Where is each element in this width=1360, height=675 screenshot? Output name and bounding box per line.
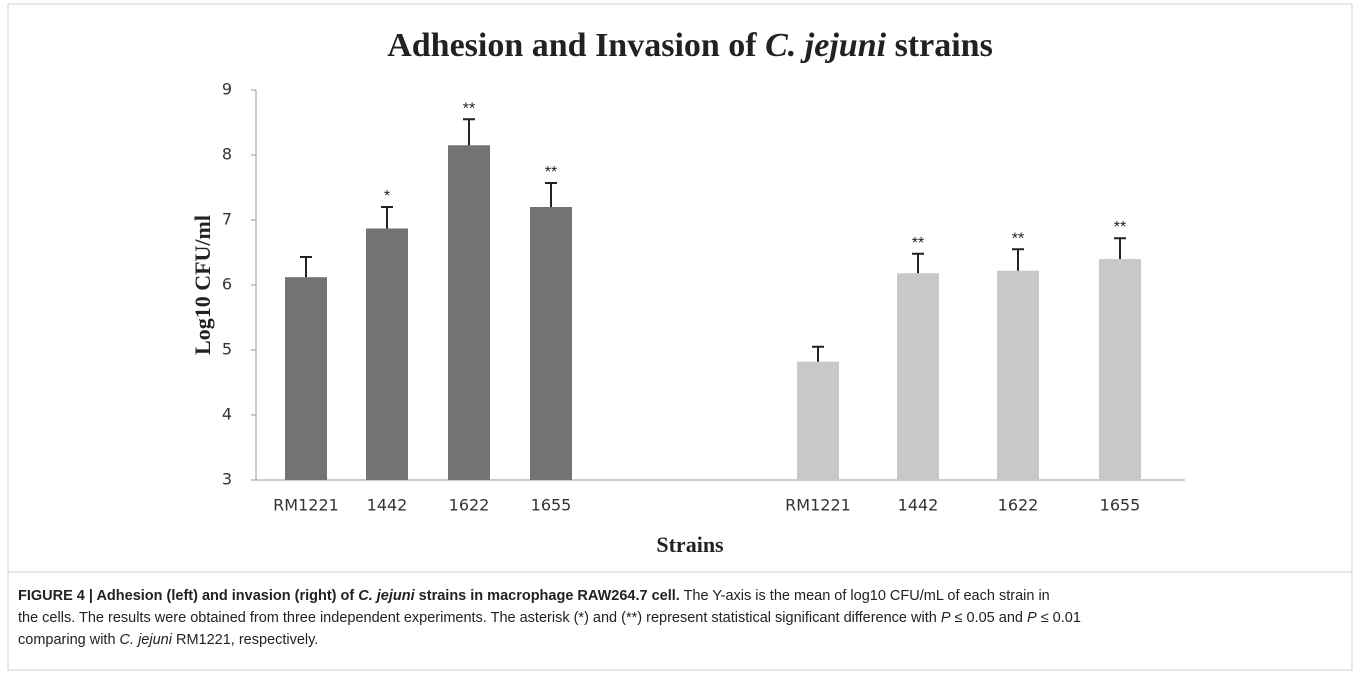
bar <box>797 361 839 480</box>
title-part: C. jejuni <box>765 27 886 64</box>
chart-title: Adhesion and Invasion of C. jejuni strai… <box>387 27 993 64</box>
caption-text: The Y-axis is the mean of log10 CFU/mL o… <box>680 588 1050 604</box>
caption-text: the cells. The results were obtained fro… <box>18 610 941 626</box>
significance-label: ** <box>545 164 557 181</box>
x-tick-label: 1442 <box>898 496 939 515</box>
bar <box>285 277 327 480</box>
significance-label: ** <box>912 235 924 252</box>
error-bar <box>1012 248 1024 271</box>
error-bar <box>1114 237 1126 259</box>
caption-text: ≤ 0.01 <box>1037 610 1081 626</box>
y-tick-label: 9 <box>222 80 232 99</box>
error-bar <box>812 345 824 362</box>
error-bar <box>300 256 312 278</box>
bar <box>997 270 1039 480</box>
error-bar <box>912 252 924 274</box>
caption-text: FIGURE 4 | Adhesion (left) and invasion … <box>18 588 358 604</box>
error-bar <box>545 181 557 207</box>
y-tick-label: 4 <box>222 405 232 424</box>
caption-line: FIGURE 4 | Adhesion (left) and invasion … <box>18 588 1050 604</box>
x-tick-label: 1655 <box>531 496 572 515</box>
frame <box>7 3 1353 671</box>
x-tick-label: 1442 <box>367 496 408 515</box>
caption-text: P <box>1027 610 1037 626</box>
bar <box>366 228 408 480</box>
title-part: strains <box>886 27 993 64</box>
y-tick-label: 5 <box>222 340 232 359</box>
bar <box>1099 259 1141 480</box>
bar <box>530 207 572 480</box>
x-tick-label: 1655 <box>1100 496 1141 515</box>
caption-text: C. jejuni <box>120 632 173 648</box>
y-axis-label: Log10 CFU/ml <box>190 215 215 355</box>
error-bar <box>381 206 393 229</box>
y-tick-label: 8 <box>222 145 232 164</box>
caption-text: C. jejuni <box>358 588 415 604</box>
error-bar <box>463 118 475 146</box>
y-tick-label: 6 <box>222 275 232 294</box>
x-axis-label: Strains <box>656 532 724 557</box>
caption-text: strains in macrophage RAW264.7 cell. <box>415 588 680 604</box>
x-tick-label: RM1221 <box>785 496 851 515</box>
caption-text: RM1221, respectively. <box>172 632 318 648</box>
caption-line: comparing with C. jejuni RM1221, respect… <box>18 632 318 648</box>
significance-label: ** <box>1012 230 1024 247</box>
significance-label: ** <box>463 100 475 117</box>
x-tick-label: RM1221 <box>273 496 339 515</box>
bar <box>448 145 490 480</box>
caption: FIGURE 4 | Adhesion (left) and invasion … <box>18 588 1081 648</box>
caption-line: the cells. The results were obtained fro… <box>18 610 1081 626</box>
x-tick-label: 1622 <box>449 496 490 515</box>
y-tick-label: 7 <box>222 210 232 229</box>
significance-label: ** <box>1114 219 1126 236</box>
caption-text: ≤ 0.05 and <box>951 610 1028 626</box>
caption-text: comparing with <box>18 632 120 648</box>
caption-text: P <box>941 610 951 626</box>
title-part: Adhesion and Invasion of <box>387 27 765 64</box>
x-tick-label: 1622 <box>998 496 1039 515</box>
bar <box>897 273 939 480</box>
y-tick-label: 3 <box>222 470 232 489</box>
significance-label: * <box>384 188 390 205</box>
